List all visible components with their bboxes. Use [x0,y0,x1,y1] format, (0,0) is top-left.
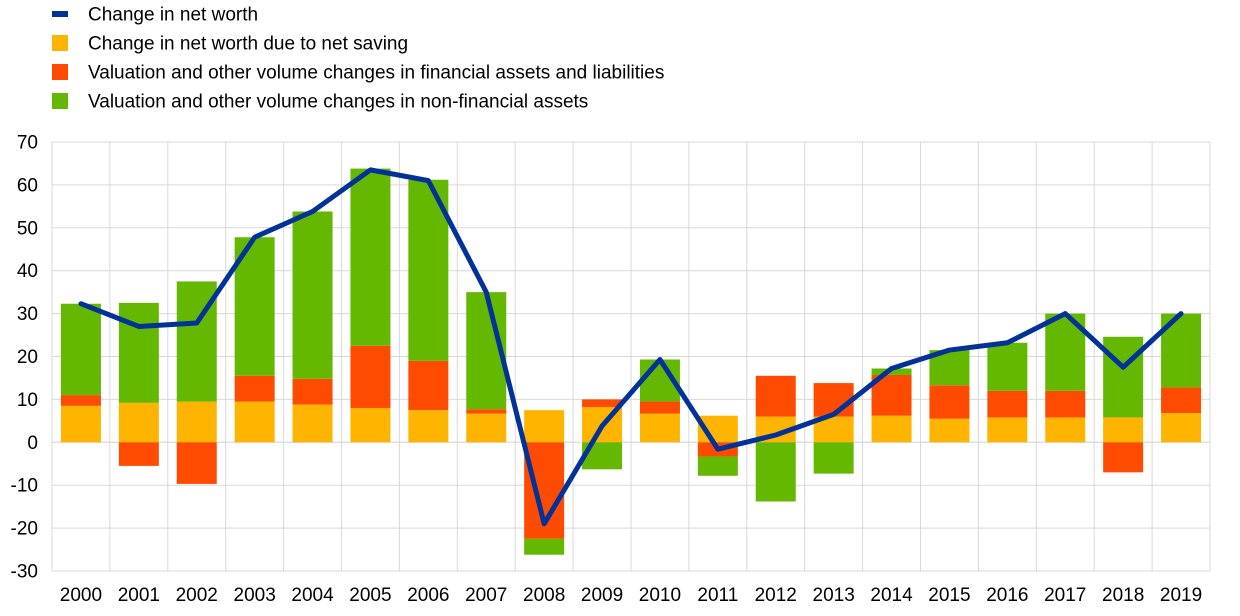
x-tick-label: 2005 [349,585,391,606]
x-tick-label: 2009 [581,585,623,606]
y-tick-label: 30 [17,304,38,325]
x-tick-label: 2016 [986,585,1028,606]
bar-segment [60,303,101,396]
x-tick-label: 2018 [1102,585,1144,606]
bar-segment [697,456,738,476]
y-tick-label: 0 [27,433,38,454]
y-tick-label: -30 [11,562,38,583]
x-tick-label: 2017 [1044,585,1086,606]
bar-segment [813,442,854,474]
x-tick-label: 2007 [465,585,507,606]
bar-segment [466,409,507,414]
x-tick-label: 2014 [870,585,913,606]
legend-label: Change in net worth [88,5,258,26]
bar-segment [1103,336,1144,418]
bar-segment [1161,413,1202,443]
bar-segment [350,407,391,443]
x-tick-label: 2010 [639,585,681,606]
x-tick-label: 2006 [407,585,449,606]
y-axis: -30 -20 -10 0 10 20 30 40 50 60 70 [11,133,38,583]
bar-segment [1045,390,1086,418]
x-tick-label: 2003 [234,585,276,606]
legend-swatch [52,64,68,80]
x-axis: 2000 2001 2002 2003 2004 2005 2006 2007 2008 2009… [60,585,1202,606]
x-tick-label: 2019 [1160,585,1202,606]
x-tick-label: 2011 [697,585,738,606]
y-tick-label: 70 [17,133,38,154]
legend-swatch [52,93,68,109]
legend-label: Valuation and other volume changes in no… [88,92,588,113]
bar-segment [987,342,1028,391]
bar-segment [1045,417,1086,443]
bar-segment [639,413,680,443]
bar-segment [1103,417,1144,443]
bar-segment [871,368,912,375]
x-tick-label: 2013 [813,585,855,606]
legend-swatch [52,35,68,51]
legend: Change in net worth Change in net worth d… [52,5,664,113]
bar-segment [118,402,159,443]
bar-segment [755,375,796,417]
bar-segment [466,413,507,443]
bar-segment [118,442,159,466]
bar-segment [176,442,217,484]
bar-segment [292,378,333,405]
bar-segment [60,395,101,406]
y-tick-label: 60 [17,175,38,196]
y-tick-label: -10 [11,476,38,497]
bar-segment [292,211,333,379]
bar-segment [118,302,159,403]
bar-segment [1103,442,1144,473]
legend-label: Change in net worth due to net saving [88,34,408,55]
y-tick-label: 40 [17,261,38,282]
legend-label: Valuation and other volume changes in fi… [88,63,664,84]
bar-segment [929,385,970,419]
bar-segment [929,418,970,443]
y-tick-label: 20 [17,347,38,368]
bar-segment [755,442,796,502]
bar-segment [524,410,565,443]
bar-segment [582,399,623,408]
bar-segment [1161,387,1202,414]
legend-line-swatch [52,11,68,17]
x-tick-label: 2008 [523,585,565,606]
bar-segment [60,405,101,443]
x-tick-label: 2000 [60,585,102,606]
bar-segment [350,345,391,408]
bar-segment [813,383,854,417]
x-tick-label: 2002 [176,585,218,606]
y-tick-label: -20 [11,519,38,540]
x-tick-label: 2012 [755,585,797,606]
bar-segment [987,390,1028,418]
bar-segment [350,168,391,346]
x-tick-label: 2015 [928,585,970,606]
bar-segment [234,375,275,402]
bar-segment [639,401,680,414]
net-worth-line [78,167,1184,527]
line-layer [78,167,1184,527]
grid [51,141,1211,572]
y-tick-label: 10 [17,390,38,411]
bar-segment [524,538,565,555]
x-tick-label: 2004 [291,585,334,606]
y-tick-label: 50 [17,218,38,239]
bar-segment [292,404,333,443]
bar-segment [408,360,449,411]
bar-segment [987,417,1028,443]
bar-segment [176,401,217,443]
bar-segment [408,410,449,443]
x-tick-label: 2001 [118,585,160,606]
bar-segment [234,401,275,443]
bar-segment [871,415,912,443]
